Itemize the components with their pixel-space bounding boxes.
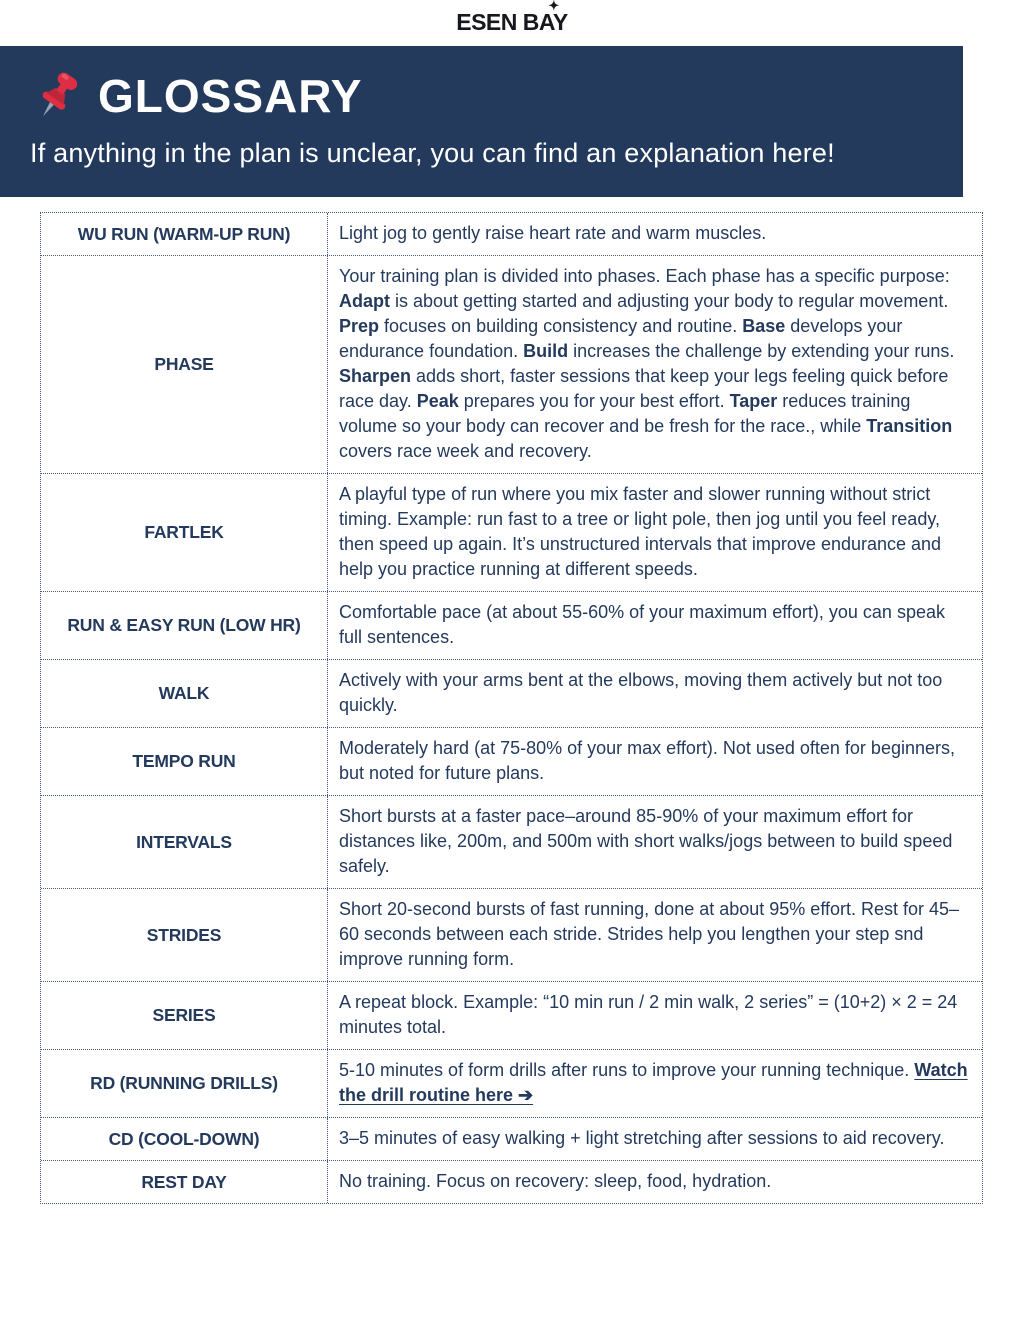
term-cell: SERIES (41, 982, 328, 1050)
bold-term: Transition (866, 416, 953, 437)
term-cell: WALK (41, 660, 328, 728)
page-title: GLOSSARY (98, 69, 363, 122)
definition-cell: 3–5 minutes of easy walking + light stre… (328, 1118, 982, 1160)
term-cell: INTERVALS (41, 796, 328, 889)
bold-term: Build (523, 341, 569, 362)
term-cell: TEMPO RUN (41, 728, 328, 796)
definition-text: prepares you for your best effort. (458, 391, 730, 412)
bold-term: Prep (339, 316, 380, 337)
definition-text: develops your endurance foundation. (339, 316, 903, 362)
definition-text: adds short, faster sessions that keep yo… (339, 366, 949, 412)
term-cell: PHASE (41, 256, 328, 474)
table-row: WALK Actively with your arms bent at the … (41, 659, 982, 728)
table-row: STRIDES Short 20-second bursts of fast ru… (41, 888, 982, 982)
pushpin-icon (30, 70, 82, 122)
sparkle-icon: ✦ (548, 0, 559, 13)
definition-cell: A repeat block. Example: “10 min run / 2… (328, 982, 982, 1049)
glossary-header-banner: GLOSSARY If anything in the plan is uncl… (0, 46, 963, 198)
bold-term: Adapt (339, 291, 390, 312)
brand-logo-text: ESEN BAY (456, 9, 568, 35)
table-row: REST DAY No training. Focus on recovery: … (41, 1160, 982, 1204)
definition-cell: Short bursts at a faster pace–around 85-… (328, 796, 982, 888)
definition-text: 3–5 minutes of easy walking + light stre… (339, 1128, 945, 1149)
definition-text: covers race week and recovery. (339, 441, 592, 462)
term-cell: STRIDES (41, 889, 328, 982)
definition-text: reduces training volume so your body can… (339, 391, 911, 437)
definition-text: Short 20-second bursts of fast running, … (339, 899, 960, 970)
definition-text: A playful type of run where you mix fast… (339, 484, 942, 580)
table-row: PHASE Your training plan is divided into … (41, 255, 982, 474)
table-row: WU RUN (WARM-UP RUN) Light jog to gently … (41, 213, 982, 256)
definition-cell: Actively with your arms bent at the elbo… (328, 660, 982, 727)
table-row: CD (COOL-DOWN) 3–5 minutes of easy walkin… (41, 1117, 982, 1161)
definition-text: Light jog to gently raise heart rate and… (339, 223, 767, 244)
definition-text: Short bursts at a faster pace–around 85-… (339, 806, 953, 877)
definition-text: Moderately hard (at 75-80% of your max e… (339, 738, 955, 784)
definition-cell: Light jog to gently raise heart rate and… (328, 213, 982, 255)
title-row: GLOSSARY (30, 70, 929, 122)
term-cell: FARTLEK (41, 474, 328, 592)
definition-cell: No training. Focus on recovery: sleep, f… (328, 1161, 982, 1203)
definition-cell: Short 20-second bursts of fast running, … (328, 889, 982, 981)
header-subtitle: If anything in the plan is unclear, you … (30, 138, 835, 168)
term-cell: RD (RUNNING DRILLS) (41, 1050, 328, 1118)
definition-cell: Moderately hard (at 75-80% of your max e… (328, 728, 982, 795)
glossary-table: WU RUN (WARM-UP RUN) Light jog to gently … (40, 212, 983, 1205)
definition-text: Your training plan is divided into phase… (339, 266, 950, 287)
drill-routine-link[interactable]: Watch the drill routine here ➔ (339, 1060, 968, 1106)
definition-text: Actively with your arms bent at the elbo… (339, 670, 943, 716)
term-cell: RUN & EASY RUN (LOW HR) (41, 592, 328, 660)
table-row: INTERVALS Short bursts at a faster pace–a… (41, 795, 982, 889)
definition-text: 5-10 minutes of form drills after runs t… (339, 1060, 915, 1081)
brand-logo-row: ESEN BAY ✦ (0, 0, 1024, 46)
bold-term: Base (742, 316, 786, 337)
definition-cell: Comfortable pace (at about 55-60% of you… (328, 592, 982, 659)
definition-text: is about getting started and adjusting y… (390, 291, 949, 312)
definition-text: No training. Focus on recovery: sleep, f… (339, 1171, 772, 1192)
definition-cell: 5-10 minutes of form drills after runs t… (328, 1050, 982, 1117)
definition-text: increases the challenge by extending you… (568, 341, 955, 362)
definition-text: A repeat block. Example: “10 min run / 2… (339, 992, 958, 1038)
table-row: FARTLEK A playful type of run where you m… (41, 473, 982, 592)
bold-term: Peak (416, 391, 459, 412)
bold-term: Taper (729, 391, 778, 412)
term-cell: CD (COOL-DOWN) (41, 1118, 328, 1161)
term-cell: WU RUN (WARM-UP RUN) (41, 213, 328, 256)
definition-text: focuses on building consistency and rout… (379, 316, 743, 337)
brand-logo: ESEN BAY ✦ (456, 0, 568, 36)
term-cell: REST DAY (41, 1161, 328, 1204)
definition-cell: Your training plan is divided into phase… (328, 256, 982, 473)
bold-term: Sharpen (339, 366, 412, 387)
definition-text: Comfortable pace (at about 55-60% of you… (339, 602, 945, 648)
table-row: RUN & EASY RUN (LOW HR) Comfortable pace … (41, 591, 982, 660)
definition-cell: A playful type of run where you mix fast… (328, 474, 982, 591)
table-row: SERIES A repeat block. Example: “10 min r… (41, 981, 982, 1050)
table-row: TEMPO RUN Moderately hard (at 75-80% of y… (41, 727, 982, 796)
table-row: RD (RUNNING DRILLS) 5-10 minutes of form … (41, 1049, 982, 1118)
